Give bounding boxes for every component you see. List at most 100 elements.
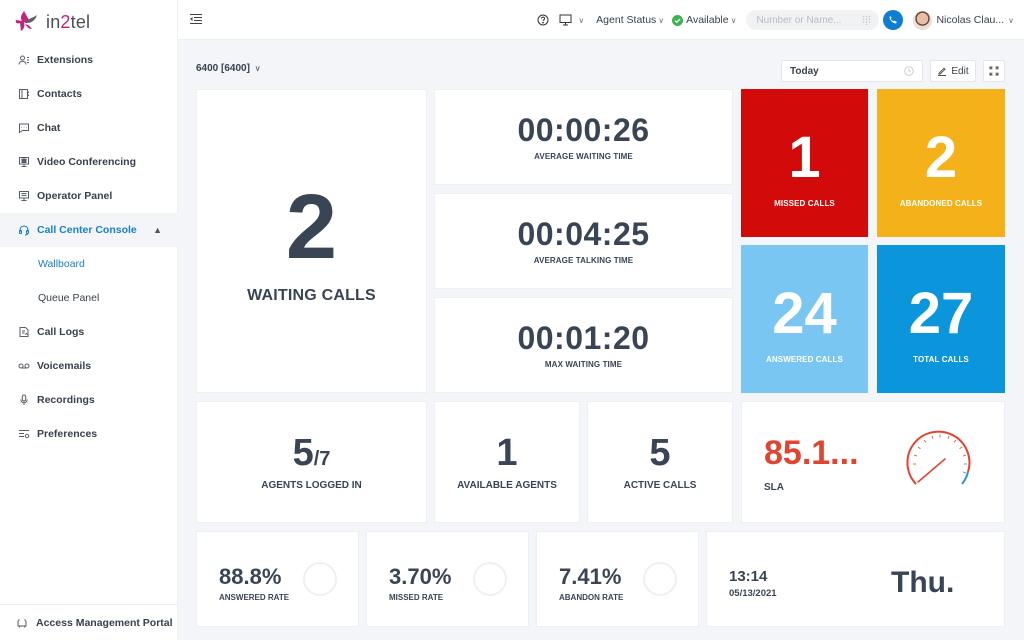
date-range-value: Today xyxy=(790,65,819,77)
clock-icon xyxy=(904,66,914,79)
address-book-icon xyxy=(18,88,30,100)
availability-label: Available xyxy=(686,14,729,26)
sidebar-item-call-center-console[interactable]: Call Center Console ▲ xyxy=(0,213,178,247)
device-selector[interactable]: ∨ xyxy=(559,14,584,26)
max-waiting-time-card: 00:01:20 MAX WAITING TIME xyxy=(434,297,733,393)
waiting-calls-card: 2 WAITING CALLS xyxy=(196,89,427,393)
total-calls-value: 27 xyxy=(908,280,974,346)
queue-label: 6400 [6400] xyxy=(196,63,250,74)
user-menu[interactable]: Nicolas Clau... ∨ xyxy=(913,10,1014,30)
sidebar-item-video-conferencing[interactable]: Video Conferencing xyxy=(0,145,178,179)
app-logo[interactable]: in2tel xyxy=(12,8,90,36)
fullscreen-button[interactable] xyxy=(983,60,1005,82)
clock-day: Thu. xyxy=(891,566,955,599)
sidebar-item-operator-panel[interactable]: Operator Panel xyxy=(0,179,178,213)
sidebar-item-label: Contacts xyxy=(37,88,82,100)
call-button[interactable] xyxy=(883,10,904,30)
clock-time: 13:14 xyxy=(729,568,768,585)
abandon-rate-value: 7.41% xyxy=(559,564,622,589)
chevron-down-icon: ∨ xyxy=(1008,15,1014,25)
avg-talking-time-label: AVERAGE TALKING TIME xyxy=(533,255,634,265)
sidebar-item-contacts[interactable]: Contacts xyxy=(0,77,178,111)
avg-waiting-time-value: 00:00:26 xyxy=(517,111,650,148)
chevron-down-icon: ∨ xyxy=(658,15,665,25)
access-management-portal-link[interactable]: Access Management Portal xyxy=(0,604,178,640)
sla-label: SLA xyxy=(764,482,784,493)
logo-text: in2tel xyxy=(46,11,91,32)
avg-talking-time-card: 00:04:25 AVERAGE TALKING TIME xyxy=(434,193,733,289)
voicemail-icon xyxy=(18,360,30,372)
preferences-icon xyxy=(18,428,30,440)
sidebar-item-label: Preferences xyxy=(37,428,98,440)
chat-icon xyxy=(18,122,30,134)
sidebar-item-label: Voicemails xyxy=(37,360,92,372)
operator-panel-icon xyxy=(18,190,30,202)
availability-dropdown[interactable]: Available ∨ xyxy=(672,14,736,26)
sidebar-nav: Extensions Contacts Chat Video Conferenc… xyxy=(0,43,178,451)
sidebar-item-label: Video Conferencing xyxy=(37,156,136,168)
queue-selector[interactable]: 6400 [6400] ∨ xyxy=(196,63,261,74)
missed-calls-tile: 1 MISSED CALLS xyxy=(741,89,868,237)
missed-rate-card: 3.70% MISSED RATE xyxy=(366,531,529,627)
total-calls-label: TOTAL CALLS xyxy=(913,354,969,364)
sidebar-item-preferences[interactable]: Preferences xyxy=(0,417,178,451)
portal-icon xyxy=(16,617,28,629)
video-screen-icon xyxy=(18,156,30,168)
edit-label: Edit xyxy=(951,65,969,77)
sla-value: 85.1... xyxy=(764,434,859,472)
date-range-select[interactable]: Today xyxy=(781,60,923,82)
waiting-calls-value: 2 xyxy=(285,176,338,278)
answered-rate-label: ANSWERED RATE xyxy=(219,593,290,602)
abandon-rate-label: ABANDON RATE xyxy=(559,593,624,602)
agent-status-dropdown[interactable]: Agent Status ∨ xyxy=(596,14,664,26)
active-calls-value: 5 xyxy=(649,431,671,474)
footer-label: Access Management Portal xyxy=(36,616,173,629)
agents-total: /7 xyxy=(313,447,331,470)
sidebar-subitem-wallboard[interactable]: Wallboard xyxy=(38,258,85,270)
clock-card: 13:14 05/13/2021 Thu. xyxy=(706,531,1005,627)
sidebar-item-extensions[interactable]: Extensions xyxy=(0,43,178,77)
answered-rate-card: 88.8% ANSWERED RATE xyxy=(196,531,359,627)
sidebar-item-label: Extensions xyxy=(37,54,94,66)
max-waiting-time-label: MAX WAITING TIME xyxy=(544,359,623,369)
top-header: ∨ Agent Status ∨ Available ∨ Nicolas Cla… xyxy=(178,0,1024,40)
active-calls-label: ACTIVE CALLS xyxy=(623,479,697,491)
answered-calls-label: ANSWERED CALLS xyxy=(766,354,843,364)
edit-button[interactable]: Edit xyxy=(930,60,976,82)
sla-card: 85.1... SLA xyxy=(741,401,1005,523)
dial-search-input[interactable] xyxy=(756,14,857,26)
answered-calls-tile: 24 ANSWERED CALLS xyxy=(741,245,868,393)
sidebar-item-label: Chat xyxy=(37,122,61,134)
sidebar-subitem-queue-panel[interactable]: Queue Panel xyxy=(38,292,100,304)
microphone-icon xyxy=(18,394,30,406)
missed-rate-value: 3.70% xyxy=(389,564,452,589)
sidebar-item-recordings[interactable]: Recordings xyxy=(0,383,178,417)
chevron-down-icon: ∨ xyxy=(254,64,261,73)
help-icon[interactable] xyxy=(537,14,549,26)
sidebar: in2tel Extensions Contacts Chat Video Co… xyxy=(0,0,178,640)
sidebar-item-voicemails[interactable]: Voicemails xyxy=(0,349,178,383)
abandon-rate-card: 7.41% ABANDON RATE xyxy=(536,531,699,627)
missed-calls-value: 1 xyxy=(788,124,821,190)
sidebar-item-label: Call Center Console xyxy=(37,224,137,236)
dialpad-icon[interactable] xyxy=(862,15,871,28)
in2tel-logo-icon xyxy=(15,11,37,31)
agents-logged-in-label: AGENTS LOGGED IN xyxy=(261,479,362,491)
waiting-calls-label: WAITING CALLS xyxy=(247,287,376,304)
sidebar-item-chat[interactable]: Chat xyxy=(0,111,178,145)
check-circle-icon xyxy=(672,14,684,26)
users-icon xyxy=(18,54,30,66)
abandoned-calls-value: 2 xyxy=(924,124,958,190)
agents-logged-in-value: 5/7 xyxy=(292,431,331,474)
avg-talking-time-value: 00:04:25 xyxy=(517,215,650,252)
chevron-up-icon[interactable]: ▲ xyxy=(153,225,162,235)
sidebar-item-call-logs[interactable]: Call Logs xyxy=(0,315,178,349)
available-agents-label: AVAILABLE AGENTS xyxy=(457,479,557,491)
dial-search xyxy=(746,10,880,30)
answered-rate-value: 88.8% xyxy=(219,564,282,589)
avg-waiting-time-card: 00:00:26 AVERAGE WAITING TIME xyxy=(434,89,733,185)
sidebar-item-label: Recordings xyxy=(37,394,95,406)
sidebar-item-label: Call Logs xyxy=(37,326,85,338)
collapse-menu-icon[interactable] xyxy=(189,12,203,26)
sla-gauge-icon xyxy=(906,430,971,485)
